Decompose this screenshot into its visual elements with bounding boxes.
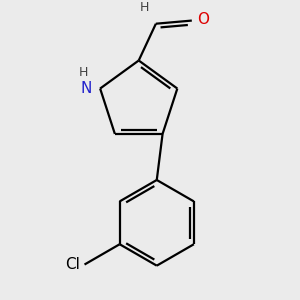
Text: H: H: [79, 66, 88, 79]
Text: Cl: Cl: [65, 257, 80, 272]
Text: H: H: [140, 2, 149, 14]
Text: N: N: [81, 81, 92, 96]
Text: O: O: [197, 12, 209, 27]
